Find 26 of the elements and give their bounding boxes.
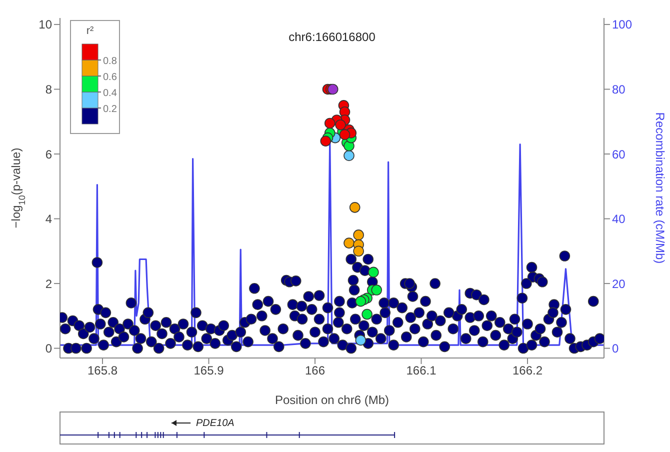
y-tick-label: 10 bbox=[38, 18, 52, 32]
y2-tick-label: 40 bbox=[612, 212, 626, 226]
y2-tick-label: 80 bbox=[612, 82, 626, 96]
y-tick-label: 8 bbox=[45, 82, 52, 96]
x-tick-label: 165.8 bbox=[87, 364, 118, 378]
y2-tick-label: 100 bbox=[612, 18, 632, 32]
y2-tick-label: 0 bbox=[612, 342, 619, 356]
annotation: 0.6 bbox=[103, 72, 118, 83]
x-tick-label: 165.9 bbox=[194, 364, 224, 378]
y-tick-label: 4 bbox=[45, 212, 52, 226]
y2-axis-title: Recombination rate (cM/Mb) bbox=[653, 112, 667, 264]
y-tick-label: 2 bbox=[45, 276, 52, 291]
annotation: 0.4 bbox=[103, 88, 118, 99]
y-tick-label: 0 bbox=[45, 342, 52, 356]
text: PDE10A bbox=[196, 418, 235, 429]
y2-tick-label: 60 bbox=[612, 147, 626, 162]
annotation: 0.2 bbox=[103, 104, 118, 115]
x-tick-label: 166.1 bbox=[406, 364, 437, 378]
annotation: 0.8 bbox=[103, 56, 118, 67]
annotation: chr6:166016800 bbox=[288, 30, 376, 44]
x-axis-title: Position on chr6 (Mb) bbox=[274, 393, 390, 407]
color-bar-title: r² bbox=[86, 25, 94, 37]
y2-tick-label: 20 bbox=[612, 276, 626, 291]
x-tick-label: 166 bbox=[304, 364, 326, 378]
y-tick-label: 6 bbox=[45, 147, 52, 162]
x-tick-label: 166.2 bbox=[512, 364, 543, 378]
